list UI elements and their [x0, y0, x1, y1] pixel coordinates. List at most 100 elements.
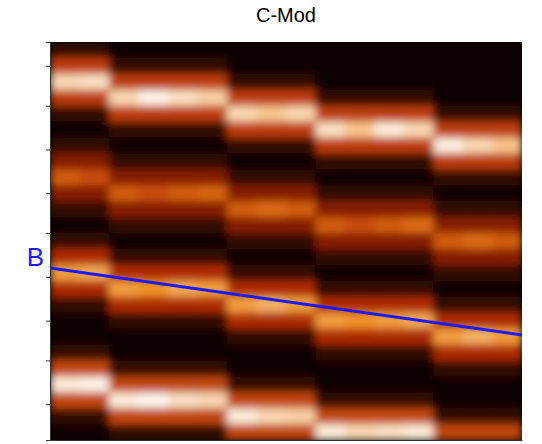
cell — [493, 122, 523, 138]
cell — [434, 392, 464, 408]
cell — [227, 217, 257, 233]
cell — [50, 249, 80, 265]
cell — [286, 313, 316, 329]
cell — [345, 106, 375, 122]
cell — [404, 344, 434, 360]
cell — [404, 265, 434, 281]
cell — [375, 281, 405, 297]
cell — [286, 249, 316, 265]
cell — [493, 265, 523, 281]
cell — [316, 360, 346, 376]
cell — [198, 313, 228, 329]
cell — [198, 106, 228, 122]
cell — [50, 392, 80, 408]
cell — [109, 217, 139, 233]
cell — [286, 185, 316, 201]
cell — [463, 74, 493, 90]
cell — [316, 201, 346, 217]
cell — [109, 153, 139, 169]
cell — [316, 392, 346, 408]
cell — [198, 90, 228, 106]
y-tick — [46, 233, 50, 234]
cell — [227, 392, 257, 408]
cell — [404, 185, 434, 201]
cell — [50, 201, 80, 217]
cell — [227, 106, 257, 122]
y-tick — [46, 106, 50, 107]
cell — [139, 408, 169, 424]
cell — [227, 185, 257, 201]
cell — [345, 169, 375, 185]
cell — [434, 249, 464, 265]
cell — [227, 201, 257, 217]
cell — [493, 392, 523, 408]
cell — [198, 408, 228, 424]
cell — [198, 74, 228, 90]
cell — [316, 42, 346, 58]
y-tick-mark — [46, 233, 50, 234]
cell — [227, 233, 257, 249]
cell — [434, 185, 464, 201]
cell — [50, 297, 80, 313]
cell — [404, 281, 434, 297]
cell — [198, 297, 228, 313]
cell — [375, 233, 405, 249]
cell — [286, 122, 316, 138]
cell — [198, 217, 228, 233]
cell — [434, 408, 464, 424]
cell — [286, 344, 316, 360]
x-axis-line — [51, 440, 523, 441]
cell — [198, 169, 228, 185]
cell — [109, 106, 139, 122]
cell — [257, 90, 287, 106]
cell — [227, 360, 257, 376]
cell — [463, 138, 493, 154]
cell — [50, 217, 80, 233]
cell — [139, 58, 169, 74]
cell — [493, 42, 523, 58]
cell — [80, 360, 110, 376]
cell — [493, 90, 523, 106]
y-tick — [46, 66, 50, 67]
cell — [80, 376, 110, 392]
cell — [375, 424, 405, 440]
y-tick-mark — [46, 106, 50, 107]
cell — [139, 138, 169, 154]
title: C-Mod — [256, 4, 316, 26]
cell — [168, 106, 198, 122]
cell — [286, 233, 316, 249]
cell — [50, 424, 80, 440]
cell — [109, 376, 139, 392]
cell — [493, 344, 523, 360]
cell — [493, 153, 523, 169]
cell — [404, 90, 434, 106]
cell — [375, 217, 405, 233]
cell — [198, 376, 228, 392]
cell — [404, 42, 434, 58]
cell — [404, 106, 434, 122]
cell — [286, 281, 316, 297]
cell — [257, 344, 287, 360]
cell — [198, 138, 228, 154]
cell — [404, 201, 434, 217]
cell — [434, 74, 464, 90]
cell — [493, 313, 523, 329]
cell — [375, 169, 405, 185]
cell — [316, 344, 346, 360]
cell — [404, 249, 434, 265]
y-tick — [46, 360, 50, 361]
cell — [493, 249, 523, 265]
cell — [168, 201, 198, 217]
cell — [286, 329, 316, 345]
cell — [168, 376, 198, 392]
cell — [463, 392, 493, 408]
cell — [80, 153, 110, 169]
cell — [404, 122, 434, 138]
cell — [109, 42, 139, 58]
cell — [493, 138, 523, 154]
cell — [139, 201, 169, 217]
cell — [50, 138, 80, 154]
cell — [286, 153, 316, 169]
cell — [109, 122, 139, 138]
cell — [139, 122, 169, 138]
